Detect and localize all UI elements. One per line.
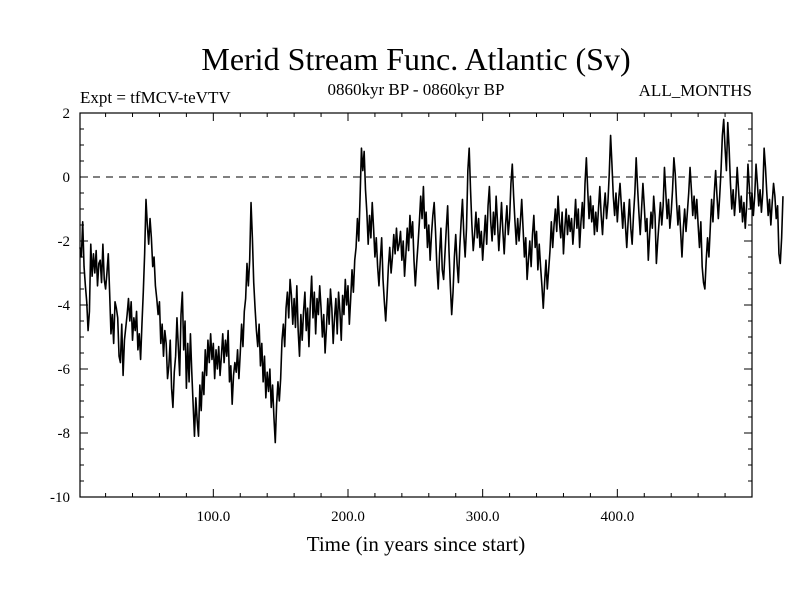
y-tick-label: -4 (58, 298, 71, 314)
series-line (79, 118, 784, 444)
y-tick-label: -8 (58, 426, 71, 442)
y-tick-label: 0 (63, 170, 71, 186)
y-tick-label: -6 (58, 362, 71, 378)
x-tick-label: 400.0 (600, 509, 634, 525)
x-tick-label: 300.0 (466, 509, 500, 525)
x-tick-label: 200.0 (331, 509, 365, 525)
tick-labels-layer: -10 -8 -6 -4 -2 0 2 100.0 200.0 300.0 400.0 (50, 106, 634, 525)
x-axis-label: Time (in years since start) (307, 532, 526, 556)
time-range-label: 0860kyr BP - 0860kyr BP (328, 80, 505, 99)
plot-frame (79, 112, 753, 498)
y-tick-label: -10 (50, 490, 70, 506)
x-tick-label: 100.0 (196, 509, 230, 525)
chart-title: Merid Stream Func. Atlantic (Sv) (201, 41, 630, 77)
y-tick-label: 2 (63, 106, 71, 122)
y-tick-label: -2 (58, 234, 71, 250)
months-label: ALL_MONTHS (639, 81, 752, 100)
experiment-label: Expt = tfMCV-teVTV (80, 88, 231, 107)
